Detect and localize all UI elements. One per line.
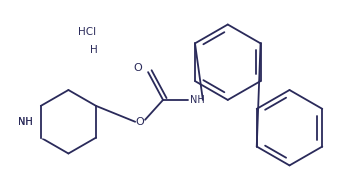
Text: NH: NH: [17, 117, 32, 127]
Text: HCl: HCl: [78, 27, 97, 37]
Text: O: O: [134, 63, 143, 73]
Text: O: O: [136, 117, 145, 127]
Text: NH: NH: [190, 95, 204, 105]
Text: H: H: [90, 45, 98, 55]
Text: NH: NH: [17, 117, 32, 127]
